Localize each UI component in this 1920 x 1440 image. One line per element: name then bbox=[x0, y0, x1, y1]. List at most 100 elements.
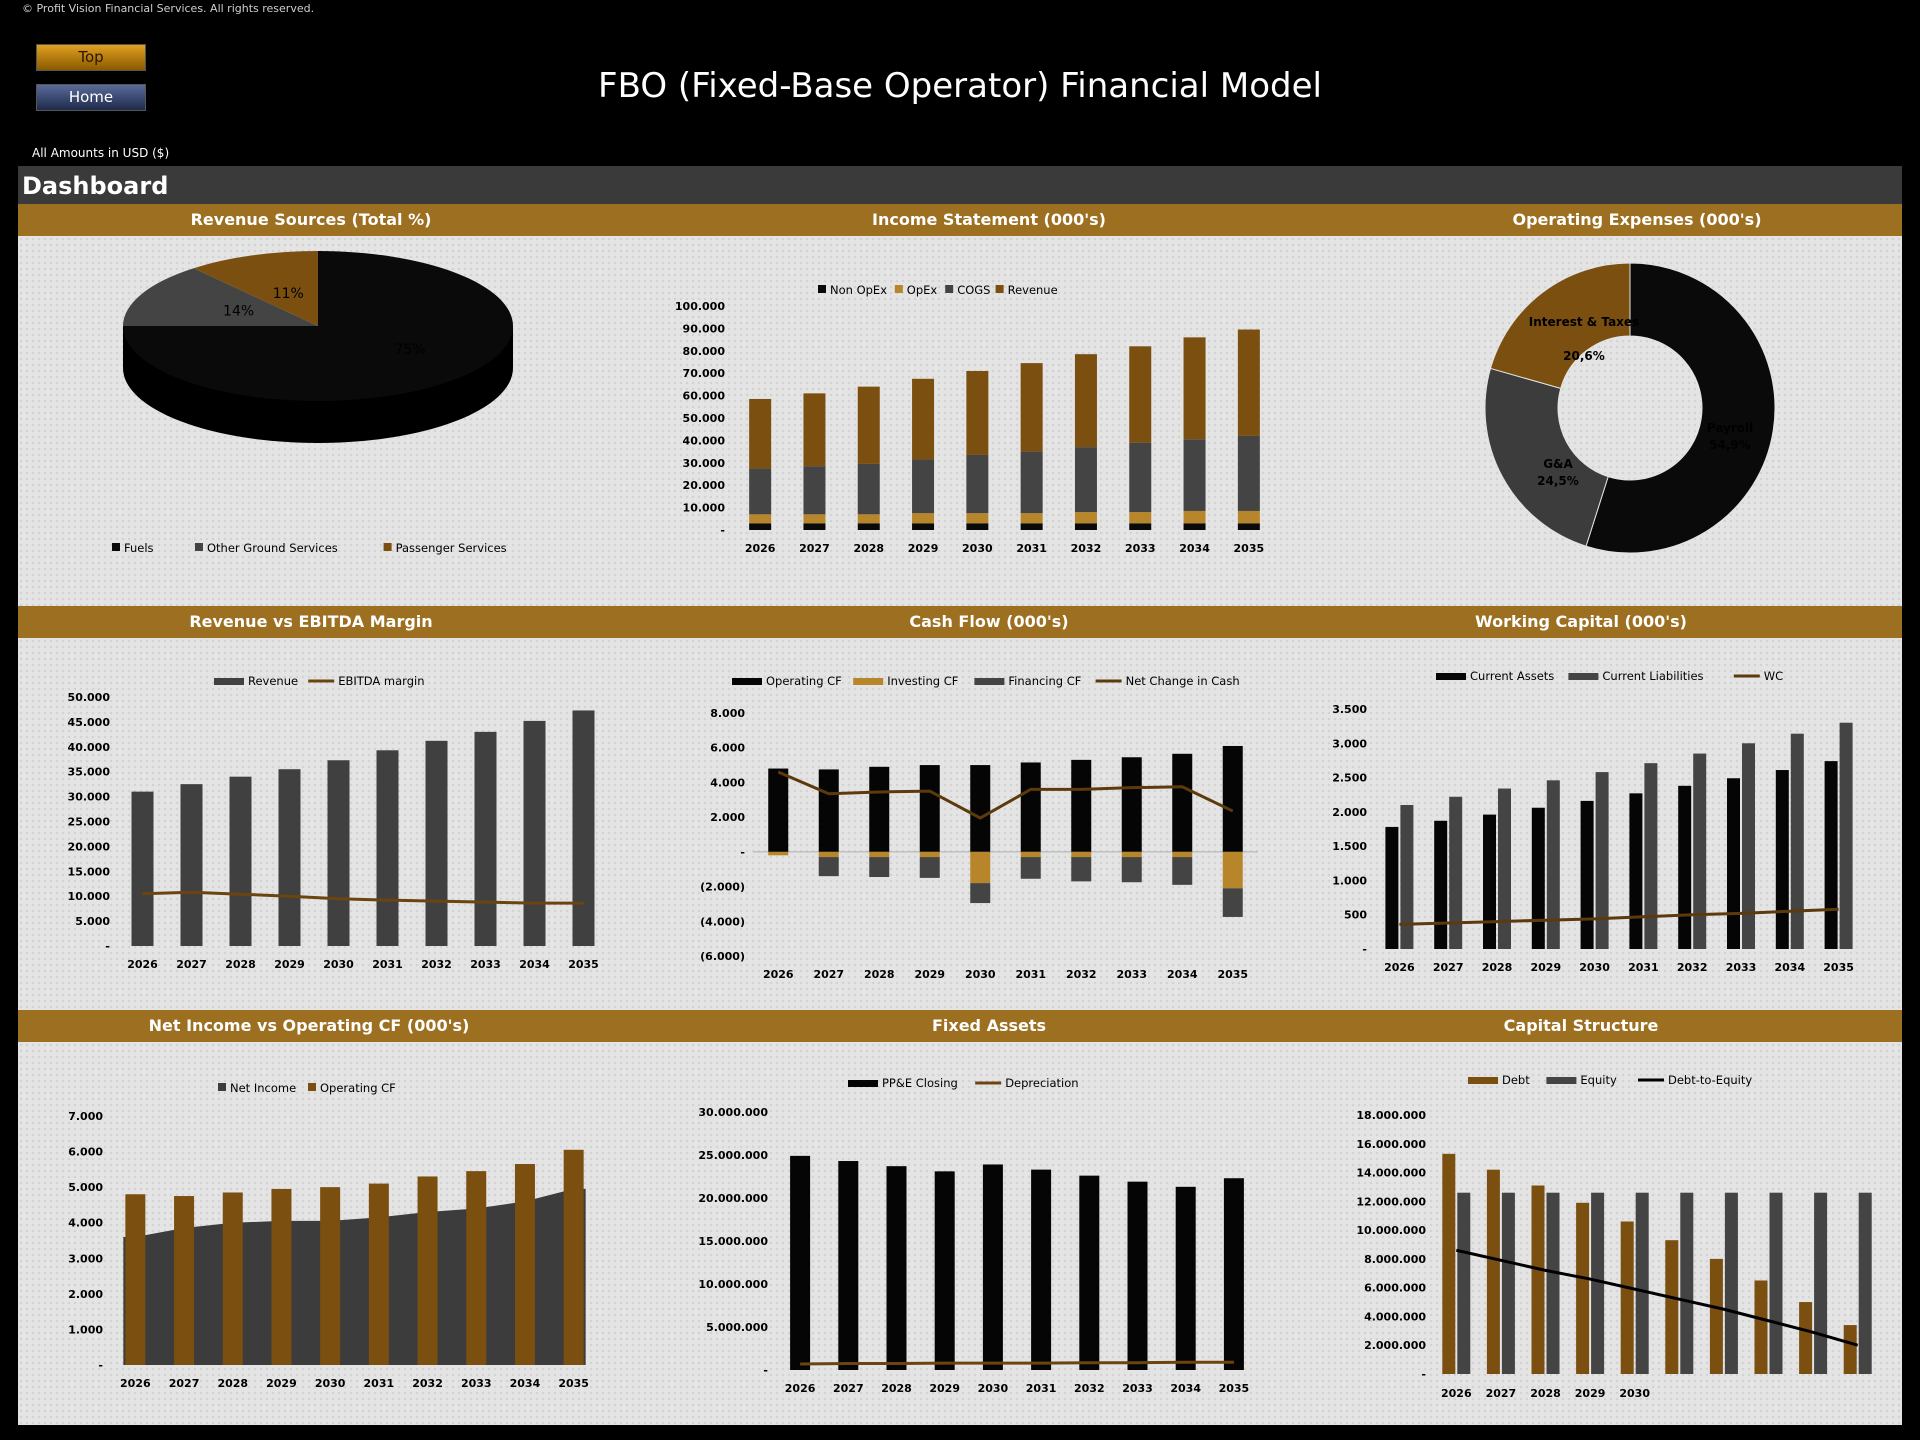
working-capital-bar-current-assets bbox=[1678, 785, 1692, 949]
working-capital-legend-label-current-liabilities: Current Liabilities bbox=[1602, 669, 1703, 683]
income-statement-bar-cogs bbox=[1183, 439, 1206, 511]
income-statement-ytick: - bbox=[720, 524, 725, 537]
income-statement-bar-opex bbox=[1237, 510, 1260, 524]
fixed-assets-xtick: 2026 bbox=[785, 1382, 816, 1395]
capital-structure-legend-label-debt: Debt bbox=[1502, 1073, 1530, 1087]
cash-flow-xtick: 2032 bbox=[1066, 968, 1097, 981]
income-statement-ytick: 80.000 bbox=[683, 345, 726, 358]
working-capital-line-wc bbox=[1399, 907, 1839, 926]
capital-structure-bar-equity bbox=[1591, 1192, 1605, 1374]
working-capital-xtick: 2035 bbox=[1823, 961, 1854, 974]
fixed-assets-ytick: 10.000.000 bbox=[698, 1278, 768, 1291]
fixed-assets-ytick: 25.000.000 bbox=[698, 1149, 768, 1162]
income-statement-bar-opex bbox=[1074, 512, 1097, 524]
revenue-vs-ebitda-bar-revenue bbox=[572, 710, 595, 946]
fixed-assets-bar-ppe-closing bbox=[1175, 1186, 1196, 1370]
revenue-vs-ebitda-bar-revenue bbox=[131, 791, 154, 946]
chart-title-capital-structure: Capital Structure bbox=[1503, 1016, 1659, 1035]
cash-flow-ytick: (2.000) bbox=[700, 881, 745, 894]
fixed-assets-xtick: 2033 bbox=[1122, 1382, 1153, 1395]
income-statement-bar-non-opex bbox=[912, 523, 935, 530]
income-statement-bar-cogs bbox=[912, 459, 935, 514]
income-statement-xtick: 2026 bbox=[745, 542, 776, 555]
working-capital-bar-current-liabilities bbox=[1449, 796, 1463, 949]
income-statement-legend-swatch-opex bbox=[894, 285, 903, 293]
fixed-assets-bar-ppe-closing bbox=[790, 1155, 811, 1370]
revenue-sources-legend-swatch-fuels bbox=[112, 543, 120, 551]
income-statement-xtick: 2027 bbox=[799, 542, 830, 555]
net-income-vs-ocf-xtick: 2028 bbox=[217, 1377, 248, 1390]
chart-title-revenue-vs-ebitda: Revenue vs EBITDA Margin bbox=[189, 612, 433, 631]
home-button[interactable]: Home bbox=[36, 84, 146, 111]
income-statement-bar-cogs bbox=[1129, 442, 1152, 513]
cash-flow-ytick: 2.000 bbox=[710, 811, 745, 824]
cash-flow-bar-investing-cf bbox=[869, 851, 890, 858]
working-capital-bar-current-liabilities bbox=[1595, 772, 1609, 949]
working-capital-xtick: 2031 bbox=[1628, 961, 1659, 974]
income-statement-bar-revenue bbox=[803, 393, 826, 467]
net-income-vs-ocf-ytick: - bbox=[98, 1359, 103, 1372]
capital-structure-ytick: 10.000.000 bbox=[1356, 1224, 1426, 1237]
cash-flow-bar-operating-cf bbox=[1020, 762, 1041, 852]
working-capital-bar-current-assets bbox=[1727, 778, 1740, 949]
revenue-vs-ebitda-xtick: 2032 bbox=[421, 958, 452, 971]
cash-flow-bar-financing-cf bbox=[1222, 888, 1243, 917]
capital-structure-bar-debt bbox=[1442, 1153, 1456, 1374]
cash-flow-bar-investing-cf bbox=[970, 851, 991, 884]
net-income-vs-ocf-legend-swatch-operating-cf bbox=[308, 1083, 316, 1091]
income-statement-bar-opex bbox=[803, 514, 826, 524]
fixed-assets-xtick: 2035 bbox=[1219, 1382, 1250, 1395]
cash-flow-bar-operating-cf bbox=[970, 765, 991, 852]
income-statement-xtick: 2033 bbox=[1125, 542, 1156, 555]
cash-flow-legend-swatch-financing-cf bbox=[974, 678, 1005, 685]
capital-structure-bar-equity bbox=[1814, 1192, 1828, 1374]
dashboard-title: Dashboard bbox=[22, 172, 169, 200]
revenue-vs-ebitda-xtick: 2029 bbox=[274, 958, 305, 971]
net-income-vs-ocf-xtick: 2034 bbox=[510, 1377, 541, 1390]
charts-row-3: - 1.000 2.000 3.000 4.000 5.000 6.000 7.000 2026… bbox=[68, 1073, 1872, 1400]
income-statement-ytick: 100.000 bbox=[675, 300, 725, 313]
chart-title-working-capital: Working Capital (000's) bbox=[1475, 612, 1687, 631]
fixed-assets-ytick: 20.000.000 bbox=[698, 1192, 768, 1205]
fixed-assets-xtick: 2027 bbox=[833, 1382, 864, 1395]
cash-flow-xtick: 2030 bbox=[965, 968, 996, 981]
capital-structure-ytick: 6.000.000 bbox=[1364, 1282, 1426, 1295]
working-capital-bar-current-liabilities bbox=[1790, 733, 1804, 949]
cash-flow-bar-operating-cf bbox=[1222, 745, 1243, 852]
income-statement-xtick: 2035 bbox=[1234, 542, 1265, 555]
net-income-vs-ocf-xtick: 2031 bbox=[364, 1377, 395, 1390]
fixed-assets-xtick: 2034 bbox=[1170, 1382, 1201, 1395]
revenue-vs-ebitda-legend-swatch-revenue bbox=[214, 678, 244, 685]
cash-flow-xtick: 2027 bbox=[813, 968, 844, 981]
revenue-vs-ebitda-xtick: 2031 bbox=[372, 958, 403, 971]
income-statement-bar-revenue bbox=[749, 398, 772, 469]
revenue-vs-ebitda-bar-revenue bbox=[474, 731, 497, 946]
capital-structure-ytick: 4.000.000 bbox=[1364, 1310, 1426, 1323]
working-capital-xtick: 2032 bbox=[1677, 961, 1708, 974]
income-statement-bar-non-opex bbox=[803, 523, 826, 530]
income-statement-legend-swatch-cogs bbox=[945, 285, 954, 293]
panel-row-1: 75% 14% 11% Fuels Other Ground Services Passe… bbox=[18, 236, 1902, 606]
cash-flow-xtick: 2029 bbox=[914, 968, 945, 981]
working-capital-bar-current-assets bbox=[1580, 800, 1594, 949]
cash-flow-bar-operating-cf bbox=[768, 768, 789, 852]
capital-structure-bar-equity bbox=[1858, 1192, 1872, 1374]
income-statement-bar-revenue bbox=[966, 370, 989, 455]
chart-title-operating-expenses: Operating Expenses (000's) bbox=[1512, 210, 1762, 229]
income-statement-bar-revenue bbox=[1074, 354, 1097, 448]
net-income-vs-ocf-bar-operating-cf bbox=[222, 1192, 243, 1365]
fixed-assets-ytick: 15.000.000 bbox=[698, 1235, 768, 1248]
cash-flow-legend-label-financing-cf: Financing CF bbox=[1008, 674, 1081, 688]
income-statement-bar-cogs bbox=[1020, 451, 1043, 514]
title-band-row-3: Net Income vs Operating CF (000's) Fixed… bbox=[18, 1010, 1902, 1042]
fixed-assets-bar-ppe-closing bbox=[838, 1161, 859, 1370]
fixed-assets-legend-label-pp-e-closing: PP&E Closing bbox=[882, 1076, 958, 1090]
income-statement-bar-opex bbox=[1129, 512, 1152, 524]
net-income-vs-ocf-bar-operating-cf bbox=[320, 1187, 341, 1365]
top-button[interactable]: Top bbox=[36, 44, 146, 71]
operating-expenses-slice-interest-taxes bbox=[1489, 262, 1631, 389]
operating-expenses-data-label-name: G&A bbox=[1543, 457, 1573, 471]
cash-flow-ytick: 6.000 bbox=[710, 742, 745, 755]
fixed-assets-bar-ppe-closing bbox=[1031, 1169, 1052, 1370]
net-income-vs-ocf-legend-label-net-income: Net Income bbox=[230, 1081, 296, 1095]
